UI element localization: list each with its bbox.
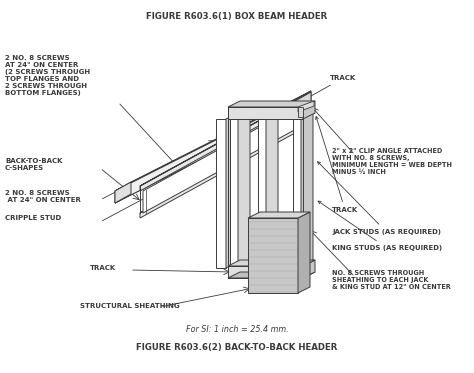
- Polygon shape: [298, 101, 314, 112]
- Text: TRACK: TRACK: [298, 75, 356, 103]
- Polygon shape: [228, 101, 315, 107]
- Polygon shape: [140, 119, 311, 213]
- Polygon shape: [230, 119, 238, 266]
- Polygon shape: [238, 113, 250, 266]
- Polygon shape: [258, 119, 266, 266]
- Text: 2 NO. 8 SCREWS
 AT 24" ON CENTER: 2 NO. 8 SCREWS AT 24" ON CENTER: [5, 190, 81, 203]
- Polygon shape: [115, 91, 311, 191]
- Text: TRACK: TRACK: [316, 116, 358, 213]
- Polygon shape: [115, 182, 131, 203]
- Polygon shape: [228, 107, 303, 119]
- Polygon shape: [298, 212, 310, 293]
- Text: FIGURE R603.6(2) BACK-TO-BACK HEADER: FIGURE R603.6(2) BACK-TO-BACK HEADER: [137, 343, 337, 352]
- Polygon shape: [226, 113, 238, 268]
- Polygon shape: [216, 119, 226, 268]
- Text: TRACK: TRACK: [90, 265, 116, 271]
- Polygon shape: [228, 266, 303, 278]
- Polygon shape: [115, 103, 311, 203]
- Text: STRUCTURAL SHEATHING: STRUCTURAL SHEATHING: [80, 303, 180, 309]
- Polygon shape: [295, 92, 311, 133]
- Text: JACK STUDS (AS REQUIRED): JACK STUDS (AS REQUIRED): [318, 162, 441, 235]
- Polygon shape: [140, 101, 295, 191]
- Text: KING STUDS (AS REQUIRED): KING STUDS (AS REQUIRED): [318, 201, 442, 251]
- Text: NO. 8 SCREWS THROUGH
SHEATHING TO EACH JACK
& KING STUD AT 12" ON CENTER: NO. 8 SCREWS THROUGH SHEATHING TO EACH J…: [332, 270, 451, 290]
- Text: FIGURE R603.6(1) BOX BEAM HEADER: FIGURE R603.6(1) BOX BEAM HEADER: [146, 12, 328, 21]
- Polygon shape: [248, 212, 310, 218]
- Text: 2" x 2" CLIP ANGLE ATTACHED
WITH NO. 8 SCREWS,
MINIMUM LENGTH = WEB DEPTH
MINUS : 2" x 2" CLIP ANGLE ATTACHED WITH NO. 8 S…: [332, 148, 452, 175]
- Polygon shape: [143, 106, 298, 213]
- Polygon shape: [228, 260, 315, 266]
- Polygon shape: [301, 113, 313, 266]
- Polygon shape: [303, 101, 315, 119]
- Polygon shape: [266, 113, 278, 266]
- Polygon shape: [248, 218, 298, 293]
- Polygon shape: [140, 128, 295, 218]
- Polygon shape: [140, 92, 311, 186]
- Polygon shape: [298, 107, 303, 117]
- Text: CRIPPLE STUD: CRIPPLE STUD: [5, 215, 61, 221]
- Text: BACK-TO-BACK
C-SHAPES: BACK-TO-BACK C-SHAPES: [5, 158, 63, 171]
- Text: For SI: 1 inch = 25.4 mm.: For SI: 1 inch = 25.4 mm.: [186, 325, 288, 334]
- Polygon shape: [115, 100, 295, 203]
- Polygon shape: [228, 272, 315, 278]
- Polygon shape: [293, 119, 301, 266]
- Polygon shape: [303, 260, 315, 278]
- Text: 2 NO. 8 SCREWS
AT 24" ON CENTER
(2 SCREWS THROUGH
TOP FLANGES AND
2 SCREWS THROU: 2 NO. 8 SCREWS AT 24" ON CENTER (2 SCREW…: [5, 55, 90, 96]
- Polygon shape: [295, 91, 311, 112]
